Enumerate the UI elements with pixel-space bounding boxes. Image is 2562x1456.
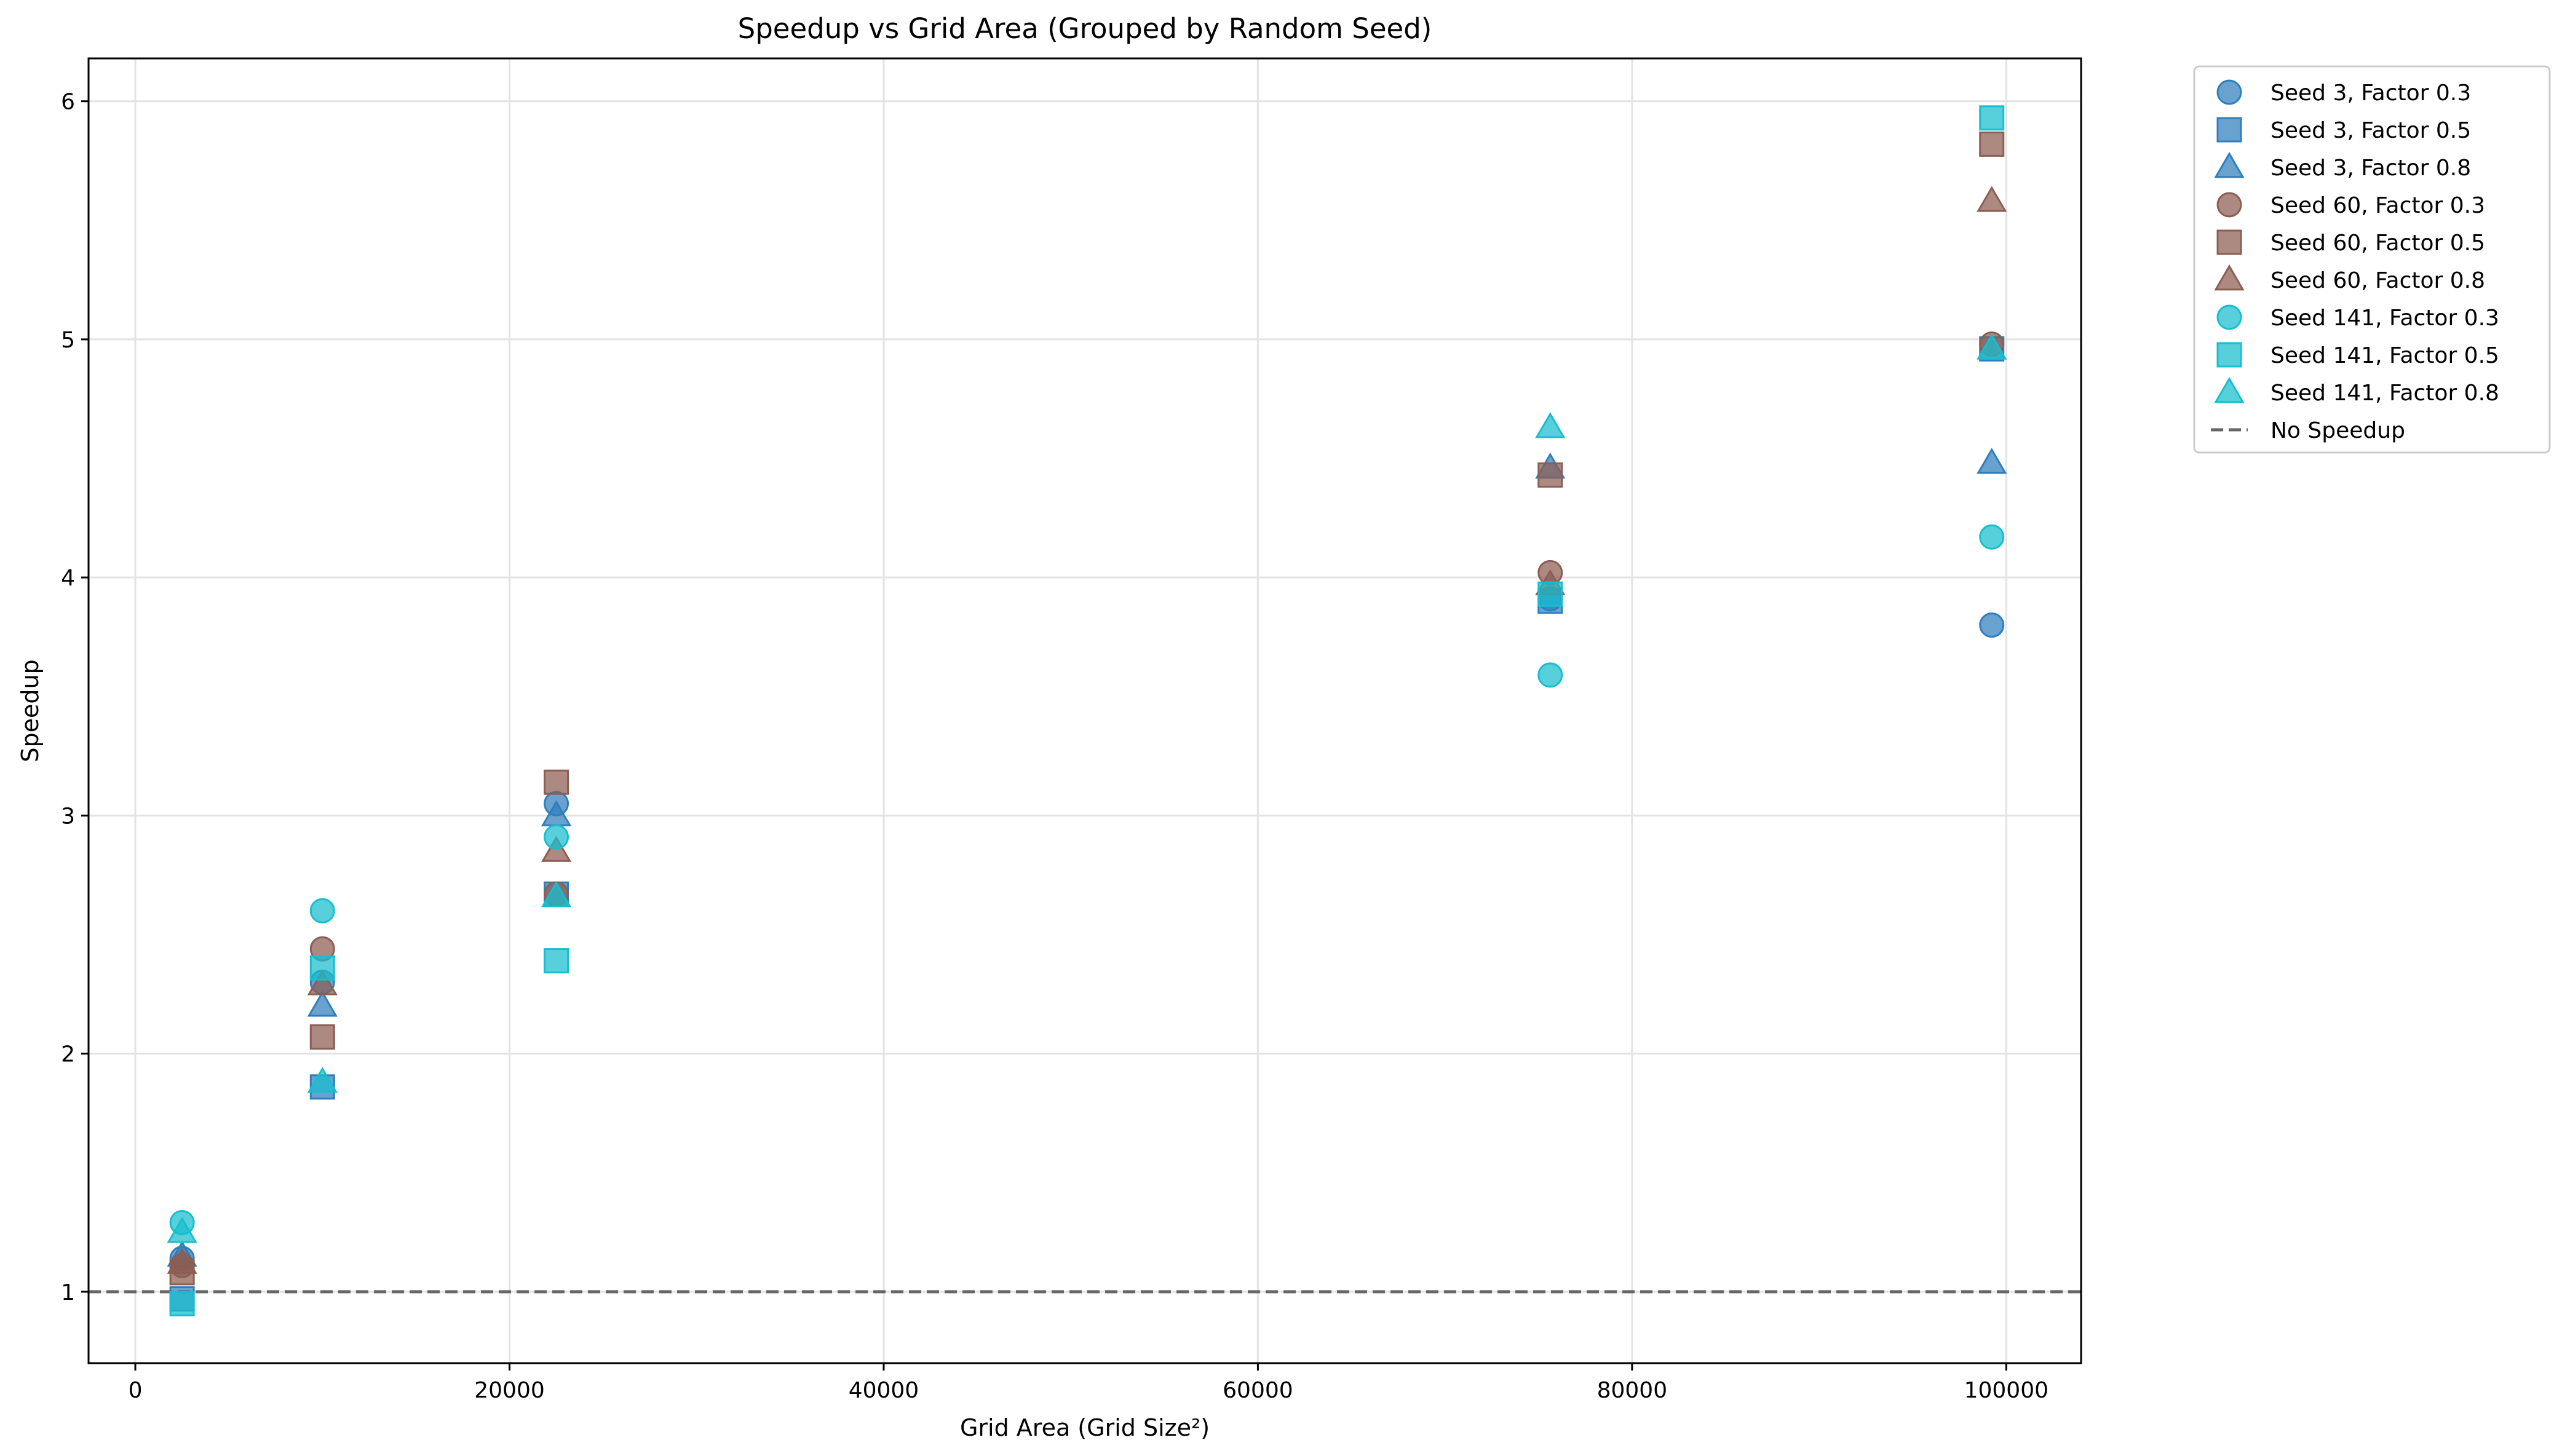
legend-entry-label: Seed 141, Factor 0.5 [2271,343,2499,368]
data-point [307,991,338,1017]
data-point [167,1248,197,1274]
x-tick-label: 40000 [849,1378,919,1403]
data-point [1979,131,2005,157]
x-tick-label: 60000 [1223,1378,1293,1403]
legend-marker [2216,304,2242,330]
data-point [1537,462,1563,488]
data-point [1979,612,2005,638]
data-point [1977,333,2007,360]
x-tick-label: 100000 [1964,1378,2048,1403]
data-point [1537,581,1563,607]
x-tick-label: 0 [129,1378,143,1403]
data-point [307,969,338,995]
data-point [544,769,569,795]
legend-entry-label: Seed 141, Factor 0.8 [2271,381,2499,406]
legend-entry-label: Seed 3, Factor 0.8 [2271,156,2471,181]
data-point [1977,448,2007,474]
data-point [309,955,335,981]
legend-entry-label: Seed 3, Factor 0.3 [2271,81,2471,106]
data-point [1977,186,2007,212]
y-axis-ticks: 1 2 3 4 5 6 [61,90,89,1305]
legend-marker [2214,377,2245,403]
x-tick-label: 20000 [474,1378,545,1403]
legend-entry-label: Seed 60, Factor 0.3 [2271,193,2485,218]
legend-entry-label: Seed 141, Factor 0.3 [2271,306,2499,331]
legend-box [2193,65,2551,454]
legend-marker [2214,152,2245,178]
data-point [541,881,572,908]
legend-items: Seed 3, Factor 0.3 Seed 3, Factor 0.5 Seed… [2211,79,2499,443]
data-point [1537,662,1563,688]
y-tick-label: 1 [61,1280,75,1305]
data-point [1979,105,2005,131]
data-point [307,1067,338,1093]
data-point [544,824,569,850]
legend-marker [2216,342,2242,368]
data-point [309,898,335,924]
y-tick-label: 2 [61,1042,75,1067]
legend-marker [2216,117,2242,143]
data-point [167,1217,197,1243]
data-point [1535,412,1566,438]
legend-entry-label: Seed 3, Factor 0.5 [2271,118,2471,143]
legend-marker [2216,229,2242,255]
legend-marker [2214,264,2245,291]
y-tick-label: 5 [61,328,75,353]
legend-marker [2216,79,2242,105]
y-tick-label: 3 [61,804,75,829]
chart-title: Speedup vs Grid Area (Grouped by Random … [738,12,1432,45]
legend-marker [2216,192,2242,218]
data-point [544,948,569,974]
x-tick-label: 80000 [1597,1378,1668,1403]
y-tick-label: 6 [61,90,75,115]
y-axis-label: Speedup [17,659,44,762]
data-point [169,1291,195,1316]
x-axis-label: Grid Area (Grid Size²) [960,1414,1210,1441]
y-tick-label: 4 [61,566,75,591]
legend: Seed 3, Factor 0.3 Seed 3, Factor 0.5 Seed… [2193,65,2551,454]
data-point [1979,524,2005,550]
legend-entry-label: Seed 60, Factor 0.8 [2271,268,2485,293]
data-point [309,1024,335,1050]
legend-entry-label: No Speedup [2271,418,2405,443]
legend-entry-label: Seed 60, Factor 0.5 [2271,231,2485,256]
x-axis-ticks: 0 20000 40000 60000 80000 100000 [129,1363,2048,1403]
data-points [167,105,2007,1316]
plot-frame [87,57,2082,1364]
